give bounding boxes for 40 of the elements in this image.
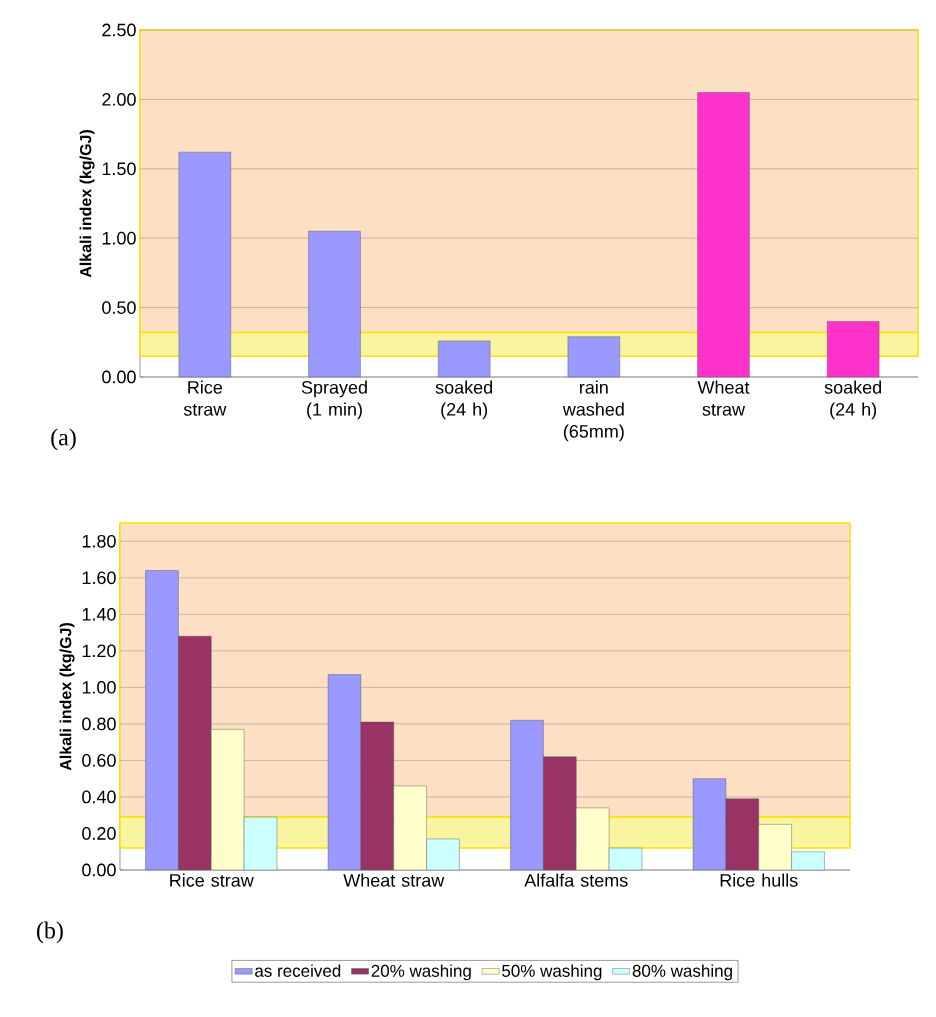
y-axis-title: Alkali index (kg/GJ) — [79, 130, 95, 278]
legend-label: 20% washing — [371, 964, 471, 981]
text: (a) — [51, 428, 76, 451]
x-tick-label: soaked (24 h) — [824, 380, 882, 420]
x-tick-label: Alfalfa stems — [524, 873, 628, 887]
x-tick-label: rain washed (65mm) — [562, 380, 624, 442]
bar — [438, 340, 491, 378]
y-tick-label: 2.50 — [102, 23, 136, 37]
y-tick-label: 0.00 — [82, 863, 116, 877]
y-tick-label: 0.20 — [82, 827, 116, 840]
bar — [567, 336, 620, 378]
y-tick-label: 1.20 — [82, 644, 116, 658]
x-tick-label: Rice hulls — [720, 873, 798, 887]
y-tick-label: 1.00 — [102, 231, 136, 245]
bar — [308, 231, 361, 378]
bar — [697, 92, 750, 378]
y-tick-label: 2.00 — [102, 93, 136, 106]
x-tick-label: Wheat straw — [697, 380, 750, 416]
legend-label: 50% washing — [502, 964, 602, 981]
x-tick-label: soaked (24 h) — [435, 380, 493, 420]
bar — [178, 151, 231, 378]
text: (b) — [36, 921, 63, 944]
legend-label: 80% washing — [632, 964, 732, 981]
bar — [827, 321, 880, 378]
y-tick-label: 0.50 — [102, 301, 136, 314]
x-tick-label: Wheat straw — [343, 873, 445, 887]
legend-label: as received — [255, 964, 341, 977]
y-axis-title: Alkali index (kg/GJ) — [59, 623, 75, 771]
x-tick-label: Rice straw — [170, 873, 254, 887]
y-tick-label: 1.80 — [82, 534, 116, 548]
y-tick-label: 1.50 — [102, 162, 136, 176]
y-tick-label: 0.00 — [102, 370, 136, 384]
x-tick-label: Rice straw — [183, 380, 227, 416]
y-tick-label: 1.40 — [82, 607, 116, 621]
y-tick-label: 0.40 — [82, 790, 116, 804]
x-tick-label: Sprayed (1 min) — [301, 380, 367, 420]
y-tick-label: 1.00 — [82, 680, 116, 694]
y-tick-label: 0.60 — [82, 754, 116, 767]
y-tick-label: 1.60 — [82, 571, 116, 585]
y-tick-label: 0.80 — [82, 717, 116, 731]
